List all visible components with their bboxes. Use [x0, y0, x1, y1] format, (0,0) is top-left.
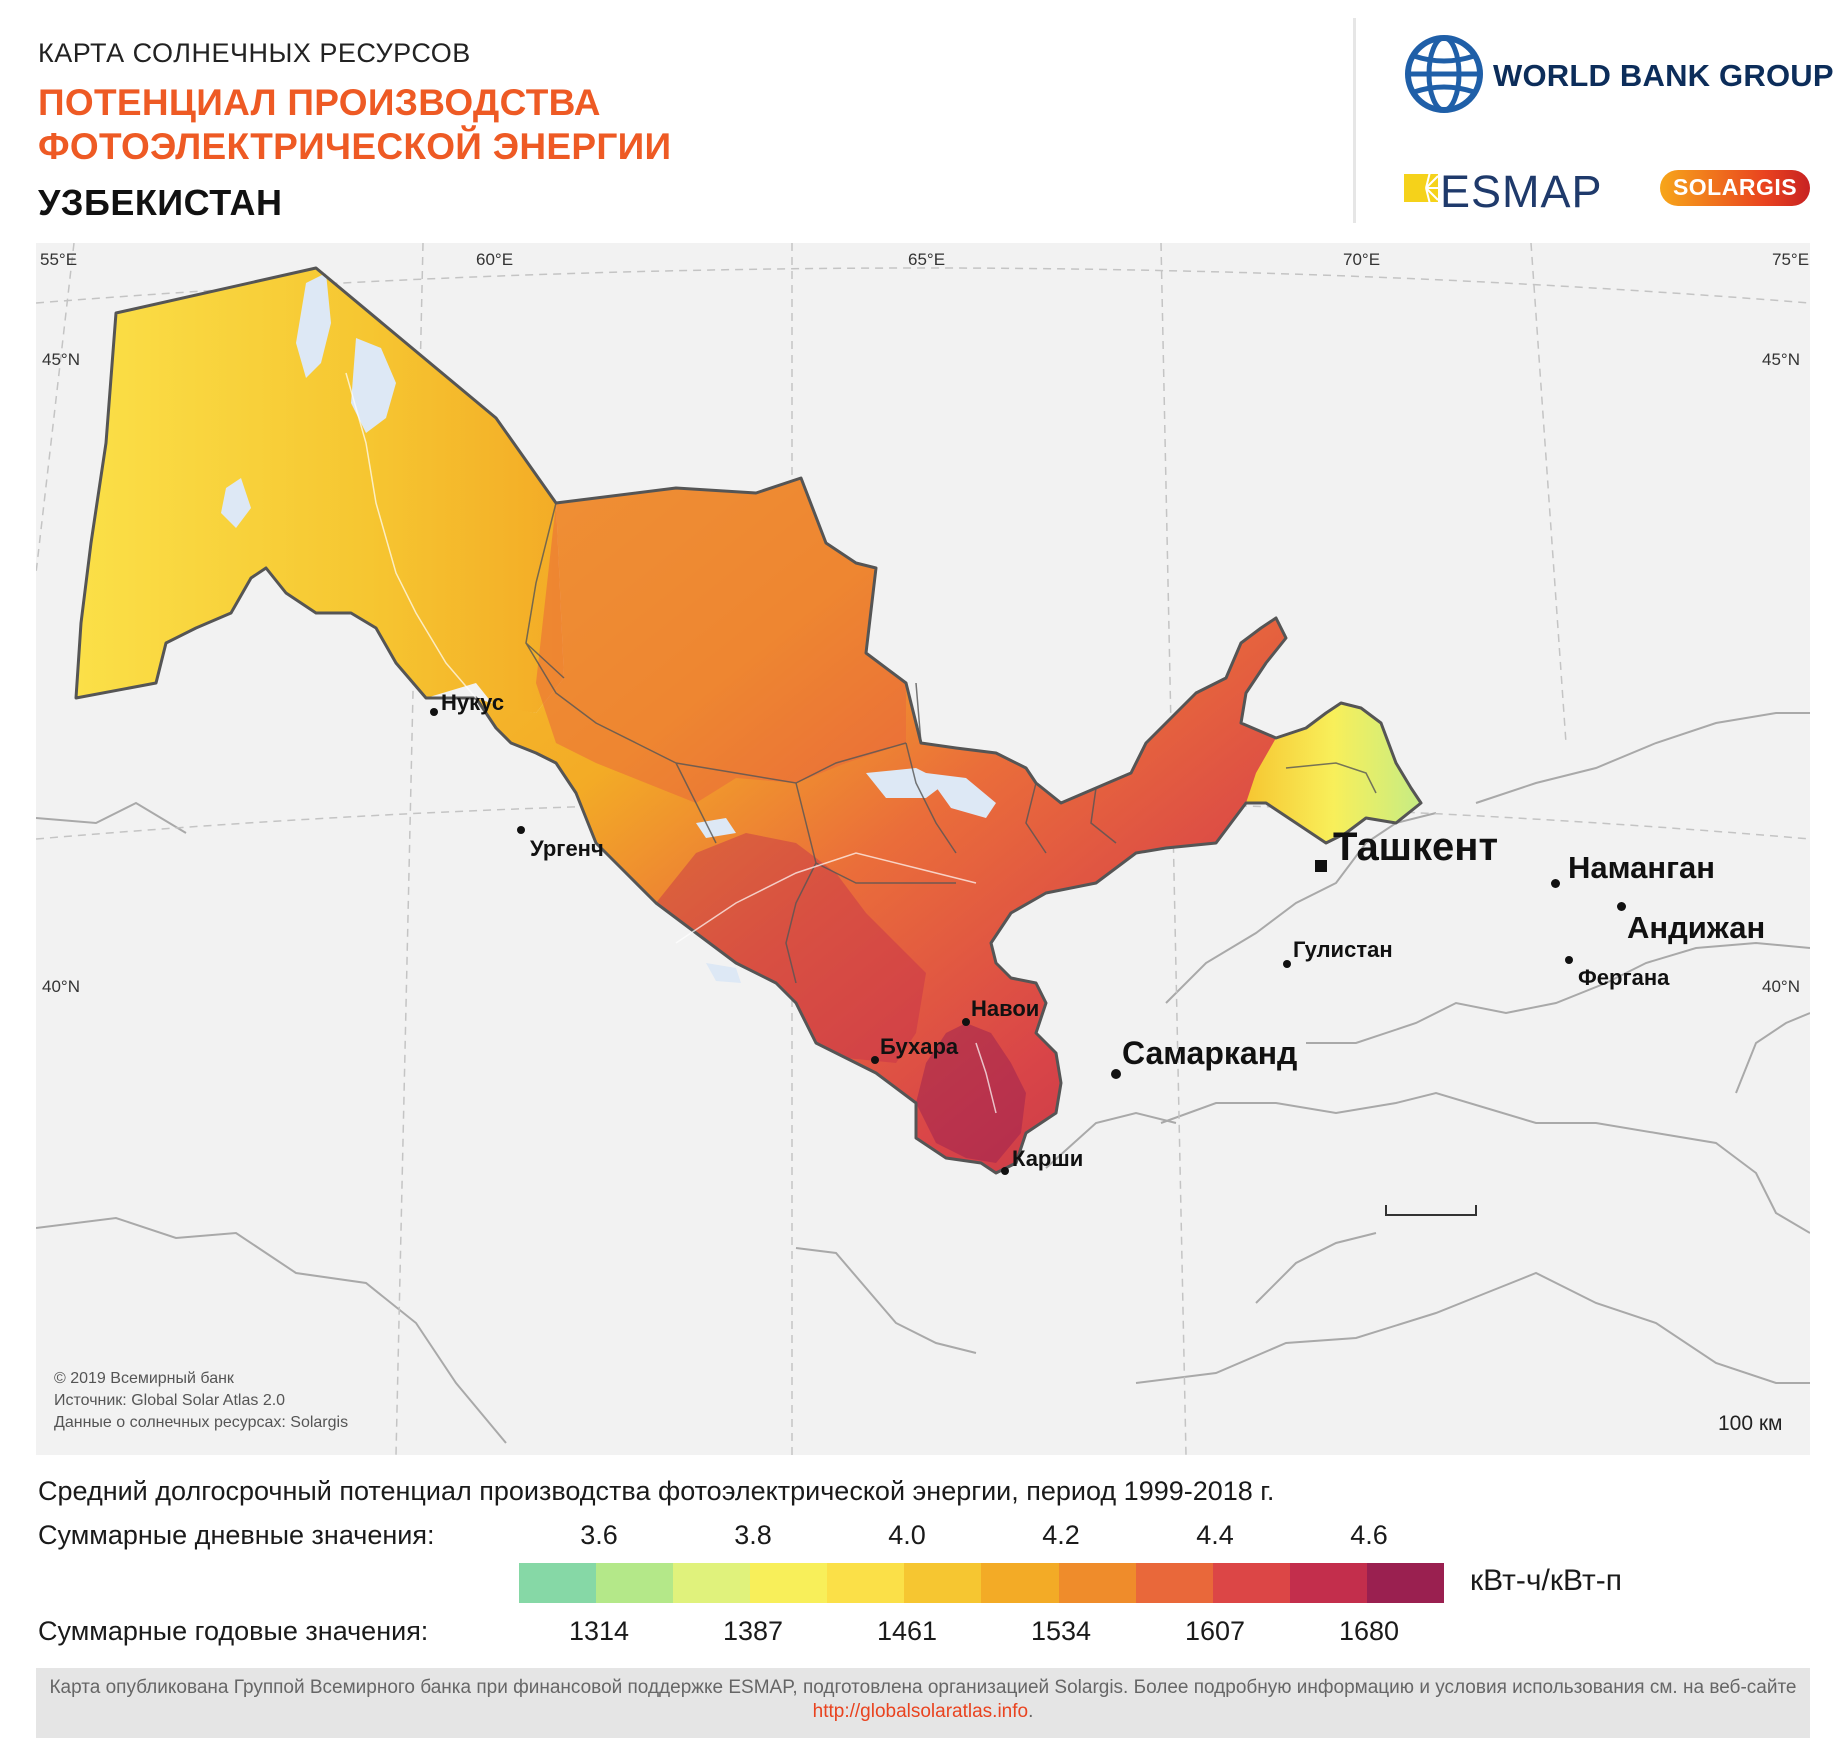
- legend-yearly-label: Суммарные годовые значения:: [38, 1616, 429, 1646]
- legend-color-scale: [519, 1563, 1444, 1603]
- yearly-tick: 1534: [1030, 1616, 1092, 1646]
- footer-end: .: [1028, 1701, 1034, 1722]
- lon-label-70: 70°E: [1343, 250, 1381, 269]
- esmap-sun-icon: [1404, 171, 1442, 205]
- city-label-urgench: Ургенч: [530, 836, 604, 861]
- city-label-andijan: Андижан: [1627, 910, 1766, 945]
- source-credit: Источник: Global Solar Atlas 2.0: [54, 1392, 286, 1409]
- legend-color-cell: [673, 1563, 751, 1603]
- map-subtitle: КАРТА СОЛНЕЧНЫХ РЕСУРСОВ: [38, 38, 471, 68]
- world-bank-globe-icon: [1405, 35, 1483, 113]
- daily-tick: 3.8: [734, 1520, 772, 1550]
- yearly-tick: 1387: [722, 1616, 784, 1646]
- world-bank-logo-text: WORLD BANK GROUP: [1493, 58, 1834, 93]
- legend-color-cell: [1289, 1563, 1367, 1603]
- city-label-samarkand: Самарканд: [1122, 1035, 1298, 1071]
- scale-bar: [1385, 1205, 1477, 1216]
- lat-label-40-right: 40°N: [1762, 977, 1800, 996]
- data-credit: Данные о солнечных ресурсах: Solargis: [54, 1414, 349, 1431]
- legend-color-cell: [827, 1563, 905, 1603]
- city-marker-bukhara: [871, 1056, 879, 1064]
- legend-unit: кВт-ч/кВт-п: [1470, 1564, 1622, 1597]
- solargis-logo-text: SOLARGIS: [1672, 174, 1798, 200]
- city-marker-andijan: [1617, 902, 1626, 911]
- lon-label-65: 65°E: [908, 250, 946, 269]
- daily-tick: 3.6: [580, 1520, 618, 1550]
- legend-color-cell: [596, 1563, 674, 1603]
- yearly-tick: 1607: [1184, 1616, 1246, 1646]
- legend-color-cell: [1212, 1563, 1290, 1603]
- city-marker-gulistan: [1283, 960, 1291, 968]
- lon-label-55: 55°E: [40, 250, 78, 269]
- lat-label-45-right: 45°N: [1762, 350, 1800, 369]
- city-label-karshi: Карши: [1012, 1146, 1084, 1171]
- legend-color-cell: [981, 1563, 1059, 1603]
- footer-text: Карта опубликована Группой Всемирного ба…: [49, 1677, 1797, 1698]
- city-marker-samarkand: [1111, 1069, 1121, 1079]
- city-label-nukus: Нукус: [441, 690, 505, 715]
- legend-daily-label: Суммарные дневные значения:: [38, 1520, 435, 1550]
- legend-color-cell: [519, 1563, 597, 1603]
- legend-color-cell: [1366, 1563, 1444, 1603]
- map-title-line-2: ФОТОЭЛЕКТРИЧЕСКОЙ ЭНЕРГИИ: [38, 126, 672, 167]
- city-marker-nukus: [430, 708, 438, 716]
- legend-color-cell: [904, 1563, 982, 1603]
- legend-color-cell: [750, 1563, 828, 1603]
- city-marker-navoi: [962, 1018, 970, 1026]
- copyright-credit: © 2019 Всемирный банк: [54, 1370, 234, 1387]
- city-label-namangan: Наманган: [1568, 850, 1715, 885]
- city-label-fergana: Фергана: [1578, 965, 1670, 990]
- city-marker-fergana: [1565, 956, 1573, 964]
- lon-label-60: 60°E: [476, 250, 514, 269]
- header-divider: [1353, 18, 1356, 223]
- daily-tick: 4.4: [1196, 1520, 1234, 1550]
- lat-label-40-left: 40°N: [42, 977, 80, 996]
- daily-tick: 4.0: [888, 1520, 926, 1550]
- legend-color-cell: [1058, 1563, 1136, 1603]
- solar-potential-map: [36, 243, 1810, 1455]
- city-label-tashkent: Ташкент: [1333, 825, 1499, 869]
- lakes: [221, 273, 996, 983]
- city-label-gulistan: Гулистан: [1293, 937, 1393, 962]
- footer-panel: [36, 1668, 1810, 1738]
- city-label-bukhara: Бухара: [880, 1034, 959, 1059]
- footer-note: Карта опубликована Группой Всемирного ба…: [36, 1676, 1810, 1724]
- esmap-logo-text: ESMAP: [1440, 166, 1603, 217]
- capital-marker-tashkent: [1315, 860, 1327, 872]
- city-marker-karshi: [1001, 1167, 1009, 1175]
- map-title-line-1: ПОТЕНЦИАЛ ПРОИЗВОДСТВА: [38, 82, 601, 123]
- yearly-tick: 1314: [568, 1616, 630, 1646]
- daily-tick: 4.2: [1042, 1520, 1080, 1550]
- city-label-navoi: Навои: [971, 996, 1040, 1021]
- country-name: УЗБЕКИСТАН: [38, 182, 283, 223]
- daily-tick: 4.6: [1350, 1520, 1388, 1550]
- city-marker-urgench: [517, 826, 525, 834]
- yearly-tick: 1680: [1338, 1616, 1400, 1646]
- lat-label-45-left: 45°N: [42, 350, 80, 369]
- scale-bar-label: 100 км: [1718, 1412, 1783, 1435]
- city-marker-namangan: [1551, 879, 1560, 888]
- lon-label-75: 75°E: [1772, 250, 1810, 269]
- yearly-tick: 1461: [876, 1616, 938, 1646]
- country-borders: [74, 266, 1423, 1175]
- neighbour-borders: [36, 712, 1810, 1444]
- footer-link[interactable]: http://globalsolaratlas.info: [812, 1701, 1029, 1722]
- legend-color-cell: [1135, 1563, 1213, 1603]
- legend-heading: Средний долгосрочный потенциал производс…: [38, 1476, 1275, 1506]
- solargis-logo: [1660, 170, 1810, 206]
- rivers: [345, 372, 997, 1114]
